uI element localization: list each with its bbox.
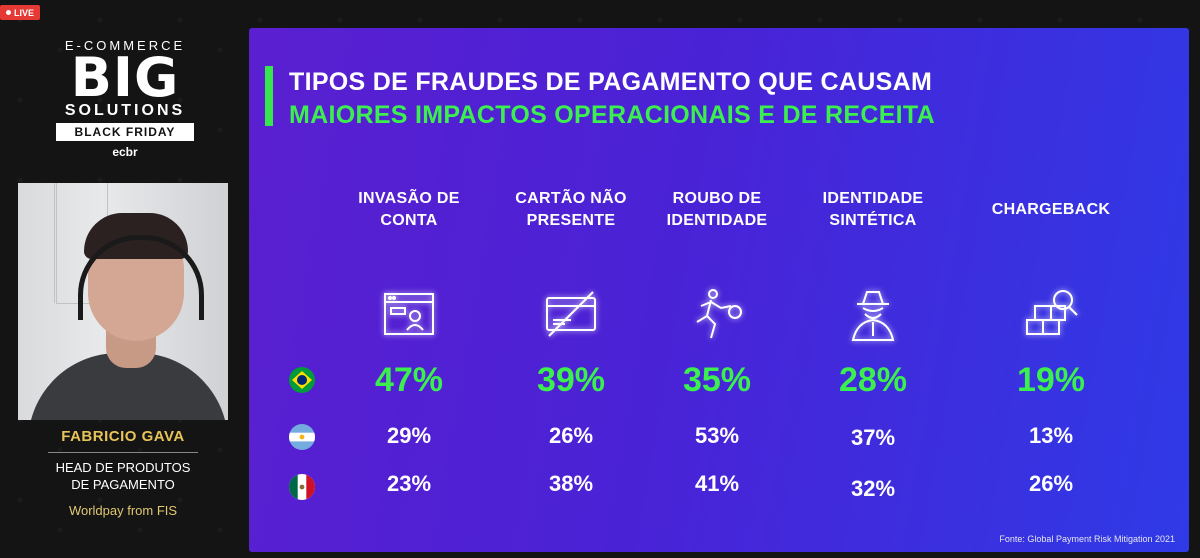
column-heading-line1: CHARGEBACK xyxy=(991,201,1111,218)
brazil-value: 19% xyxy=(1016,361,1086,399)
brazil-flag-icon xyxy=(289,367,315,393)
account-takeover-icon xyxy=(379,284,439,344)
mexico-value: 41% xyxy=(694,471,740,496)
thief-running-icon xyxy=(687,284,747,344)
speaker-company: Worldpay from FIS xyxy=(68,503,178,518)
mexico-flag-icon xyxy=(289,474,315,500)
fraud-column-identity-theft: ROUBO DE IDENTIDADE 35% 53% 41% xyxy=(642,188,792,508)
column-heading-line2: PRESENTE xyxy=(526,212,616,229)
slide-title: TIPOS DE FRAUDES DE PAGAMENTO QUE CAUSAM xyxy=(289,68,933,96)
brazil-value: 47% xyxy=(374,361,444,399)
mexico-value: 32% xyxy=(850,476,896,501)
logo-ecommerce: E-COMMERCE xyxy=(64,38,186,53)
fraud-column-chargeback: CHARGEBACK 19% 13% 26% xyxy=(976,188,1126,508)
argentina-value: 26% xyxy=(548,423,594,448)
argentina-value: 53% xyxy=(694,423,740,448)
fraud-column-synthetic-identity: IDENTIDADE SINTÉTICA 28% 37% 32% xyxy=(798,188,948,508)
column-heading-line1: CARTÃO NÃO xyxy=(515,190,627,207)
fraud-column-account-takeover: INVASÃO DE CONTA 47% 29% 23% xyxy=(334,188,484,508)
argentina-value: 13% xyxy=(1028,423,1074,448)
mexico-value: 38% xyxy=(548,471,594,496)
brazil-value: 39% xyxy=(536,361,606,399)
title-accent-bar xyxy=(265,66,273,126)
speaker-role-line1: HEAD DE PRODUTOS xyxy=(55,460,191,475)
speaker-info: FABRICIO GAVA HEAD DE PRODUTOS DE PAGAME… xyxy=(18,428,228,518)
headset-icon xyxy=(78,235,204,320)
logo-ecbr: ecbr xyxy=(112,145,138,159)
argentina-value: 37% xyxy=(850,425,896,450)
column-heading-line1: IDENTIDADE xyxy=(822,190,924,207)
column-heading-line1: ROUBO DE xyxy=(672,190,762,207)
speaker-role-line2: DE PAGAMENTO xyxy=(71,477,175,492)
source-note: Fonte: Global Payment Risk Mitigation 20… xyxy=(999,534,1175,544)
event-logo: E-COMMERCE BIG SOLUTIONS BLACK FRIDAY ec… xyxy=(50,38,200,159)
logo-black-friday: BLACK FRIDAY xyxy=(56,123,194,141)
card-not-present-icon xyxy=(541,284,601,344)
brazil-value: 35% xyxy=(682,361,752,399)
mexico-value: 26% xyxy=(1028,471,1074,496)
argentina-flag-icon xyxy=(289,424,315,450)
argentina-value: 29% xyxy=(386,423,432,448)
spy-icon xyxy=(843,284,903,344)
brazil-value: 28% xyxy=(838,361,908,399)
speaker-name: FABRICIO GAVA xyxy=(61,428,185,445)
column-heading-line2: SINTÉTICA xyxy=(829,212,917,229)
presentation-slide: TIPOS DE FRAUDES DE PAGAMENTO QUE CAUSAM… xyxy=(249,28,1189,552)
fraud-column-card-not-present: CARTÃO NÃO PRESENTE 39% 26% 38% xyxy=(496,188,646,508)
slide-subtitle: MAIORES IMPACTOS OPERACIONAIS E DE RECEI… xyxy=(289,101,935,129)
divider xyxy=(48,452,198,453)
mexico-value: 23% xyxy=(386,471,432,496)
logo-big: BIG xyxy=(70,46,180,109)
boxes-search-icon xyxy=(1021,284,1081,344)
live-dot-icon xyxy=(5,10,11,15)
column-heading-line2: IDENTIDADE xyxy=(666,212,768,229)
live-badge: LIVE xyxy=(0,5,40,20)
live-label: LIVE xyxy=(13,7,34,18)
logo-solutions: SOLUTIONS xyxy=(64,102,186,119)
column-heading-line1: INVASÃO DE xyxy=(358,190,460,207)
speaker-webcam xyxy=(18,183,228,420)
column-heading-line2: CONTA xyxy=(380,212,438,229)
